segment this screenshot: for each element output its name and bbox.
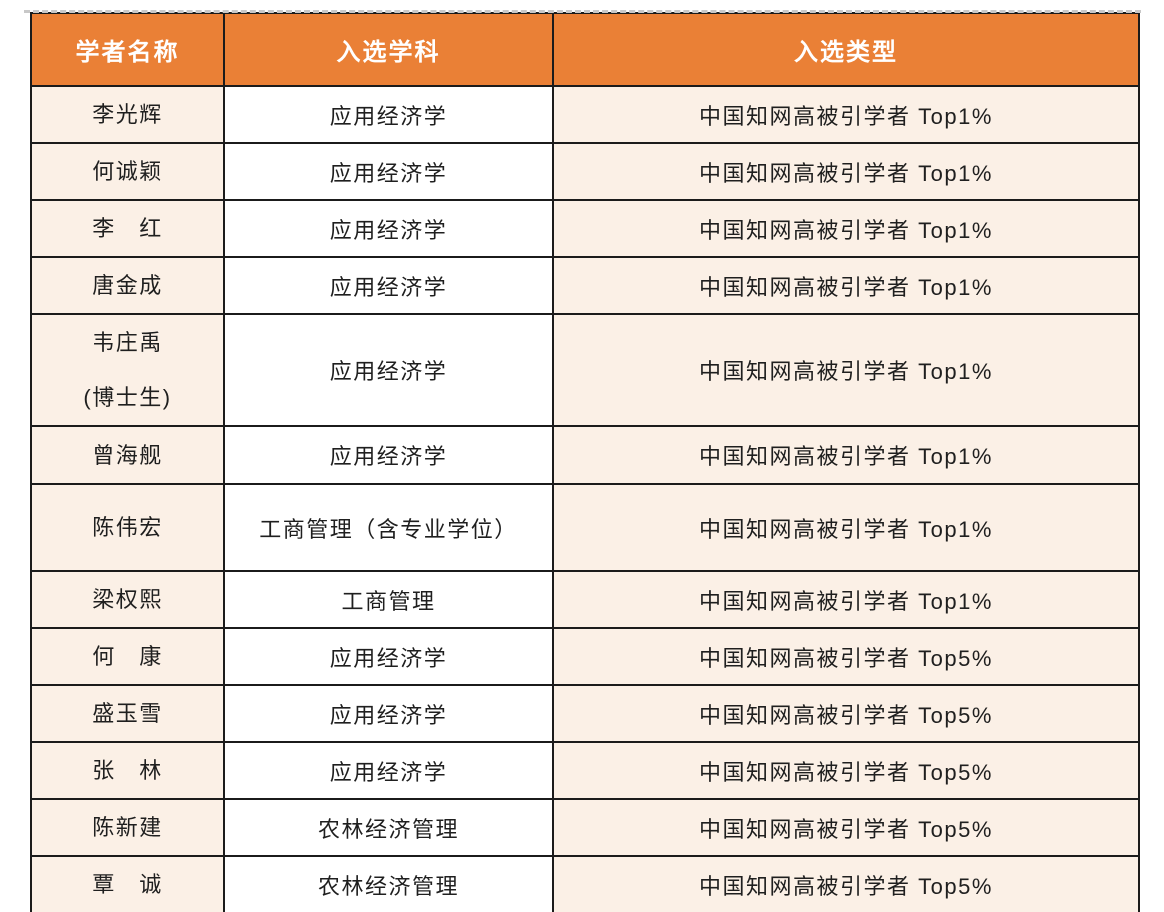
scholar-name-cell: 陈伟宏 bbox=[30, 483, 225, 572]
scholar-name-cell: 唐金成 bbox=[30, 256, 225, 315]
scholar-name-cell: 李 红 bbox=[30, 199, 225, 258]
type-cell: 中国知网高被引学者 Top5% bbox=[552, 684, 1140, 743]
type-cell: 中国知网高被引学者 Top1% bbox=[552, 483, 1140, 572]
type-cell: 中国知网高被引学者 Top1% bbox=[552, 142, 1140, 201]
discipline-cell: 农林经济管理 bbox=[223, 798, 554, 857]
discipline-cell: 工商管理（含专业学位） bbox=[223, 483, 554, 572]
scholar-name-cell: 李光辉 bbox=[30, 85, 225, 144]
type-cell: 中国知网高被引学者 Top1% bbox=[552, 85, 1140, 144]
page-break-dashed-line bbox=[24, 10, 1141, 13]
discipline-cell: 应用经济学 bbox=[223, 741, 554, 800]
type-cell: 中国知网高被引学者 Top5% bbox=[552, 741, 1140, 800]
scholar-name-cell: 张 林 bbox=[30, 741, 225, 800]
discipline-cell: 农林经济管理 bbox=[223, 855, 554, 912]
table-row: 张 林 应用经济学 中国知网高被引学者 Top5% bbox=[30, 741, 1140, 800]
scholar-name-cell: 陈新建 bbox=[30, 798, 225, 857]
col-header-scholar-name: 学者名称 bbox=[30, 12, 225, 87]
discipline-cell: 应用经济学 bbox=[223, 256, 554, 315]
table-row: 曾海舰 应用经济学 中国知网高被引学者 Top1% bbox=[30, 425, 1140, 485]
col-header-type: 入选类型 bbox=[552, 12, 1140, 87]
scholars-table: 学者名称 入选学科 入选类型 李光辉 应用经济学 中国知网高被引学者 Top1%… bbox=[30, 12, 1140, 912]
type-cell: 中国知网高被引学者 Top1% bbox=[552, 256, 1140, 315]
scholar-name-cell: 何 康 bbox=[30, 627, 225, 686]
discipline-cell: 应用经济学 bbox=[223, 142, 554, 201]
table-row: 覃 诚 农林经济管理 中国知网高被引学者 Top5% bbox=[30, 855, 1140, 912]
discipline-cell: 应用经济学 bbox=[223, 684, 554, 743]
table-row: 陈新建 农林经济管理 中国知网高被引学者 Top5% bbox=[30, 798, 1140, 857]
table-row: 李 红 应用经济学 中国知网高被引学者 Top1% bbox=[30, 199, 1140, 258]
table-row: 韦庄禹 (博士生) 应用经济学 中国知网高被引学者 Top1% bbox=[30, 313, 1140, 427]
type-cell: 中国知网高被引学者 Top1% bbox=[552, 313, 1140, 427]
scholar-name-cell: 覃 诚 bbox=[30, 855, 225, 912]
scholar-name-cell: 梁权熙 bbox=[30, 570, 225, 629]
type-cell: 中国知网高被引学者 Top1% bbox=[552, 425, 1140, 485]
discipline-cell: 应用经济学 bbox=[223, 313, 554, 427]
discipline-cell: 应用经济学 bbox=[223, 85, 554, 144]
table-body: 李光辉 应用经济学 中国知网高被引学者 Top1% 何诚颖 应用经济学 中国知网… bbox=[30, 85, 1140, 912]
table-row: 李光辉 应用经济学 中国知网高被引学者 Top1% bbox=[30, 85, 1140, 144]
header-row: 学者名称 入选学科 入选类型 bbox=[30, 12, 1140, 87]
type-cell: 中国知网高被引学者 Top1% bbox=[552, 570, 1140, 629]
discipline-cell: 应用经济学 bbox=[223, 199, 554, 258]
discipline-cell: 应用经济学 bbox=[223, 425, 554, 485]
discipline-cell: 工商管理 bbox=[223, 570, 554, 629]
scholar-name-cell: 韦庄禹 (博士生) bbox=[30, 313, 225, 427]
table-row: 何诚颖 应用经济学 中国知网高被引学者 Top1% bbox=[30, 142, 1140, 201]
type-cell: 中国知网高被引学者 Top5% bbox=[552, 855, 1140, 912]
table-row: 盛玉雪 应用经济学 中国知网高被引学者 Top5% bbox=[30, 684, 1140, 743]
discipline-cell: 应用经济学 bbox=[223, 627, 554, 686]
scholar-name-cell: 何诚颖 bbox=[30, 142, 225, 201]
scholar-name-cell: 盛玉雪 bbox=[30, 684, 225, 743]
scholar-name-cell: 曾海舰 bbox=[30, 425, 225, 485]
type-cell: 中国知网高被引学者 Top5% bbox=[552, 627, 1140, 686]
table-row: 陈伟宏 工商管理（含专业学位） 中国知网高被引学者 Top1% bbox=[30, 483, 1140, 572]
table-row: 唐金成 应用经济学 中国知网高被引学者 Top1% bbox=[30, 256, 1140, 315]
table-row: 何 康 应用经济学 中国知网高被引学者 Top5% bbox=[30, 627, 1140, 686]
type-cell: 中国知网高被引学者 Top5% bbox=[552, 798, 1140, 857]
col-header-discipline: 入选学科 bbox=[223, 12, 554, 87]
type-cell: 中国知网高被引学者 Top1% bbox=[552, 199, 1140, 258]
table-row: 梁权熙 工商管理 中国知网高被引学者 Top1% bbox=[30, 570, 1140, 629]
